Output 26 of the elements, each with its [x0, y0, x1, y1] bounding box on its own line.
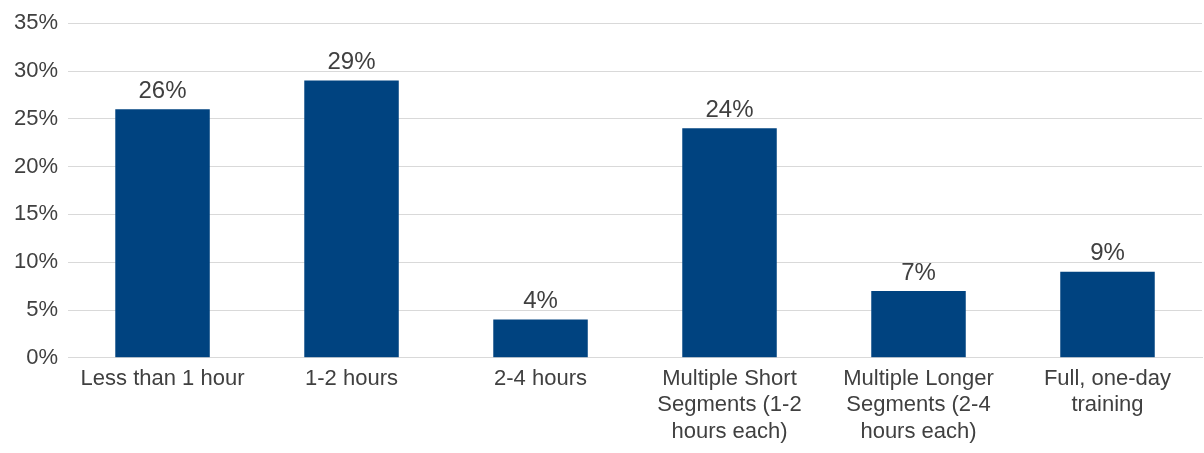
data-label: 9%: [1090, 238, 1125, 266]
x-tick-label: Less than 1 hour: [80, 365, 245, 391]
y-tick-label: 0%: [26, 343, 59, 369]
data-label: 26%: [138, 75, 187, 103]
x-tick-label: Multiple Short Segments (1-2 hours each): [657, 365, 802, 443]
y-tick-label: 10%: [13, 248, 59, 274]
data-label: 24%: [705, 94, 754, 122]
bar: [304, 80, 399, 358]
y-tick-label: 35%: [13, 9, 59, 35]
bar: [115, 109, 210, 358]
y-tick-label: 30%: [13, 57, 59, 83]
data-label: 7%: [901, 257, 936, 285]
data-label: 29%: [327, 47, 376, 75]
y-tick-label: 20%: [13, 152, 59, 178]
x-tick-label: 1-2 hours: [305, 365, 398, 391]
y-tick-label: 5%: [26, 296, 59, 322]
bar: [1060, 271, 1155, 358]
x-tick-label: Multiple Longer Segments (2-4 hours each): [843, 365, 994, 443]
data-label: 4%: [523, 286, 558, 314]
x-tick-label: 2-4 hours: [494, 365, 587, 391]
bar: [493, 319, 588, 358]
y-tick-label: 25%: [13, 104, 59, 130]
y-tick-label: 15%: [13, 200, 59, 226]
bar: [871, 290, 966, 358]
x-tick-label: Full, one-day training: [1043, 365, 1172, 417]
bar: [682, 128, 777, 358]
